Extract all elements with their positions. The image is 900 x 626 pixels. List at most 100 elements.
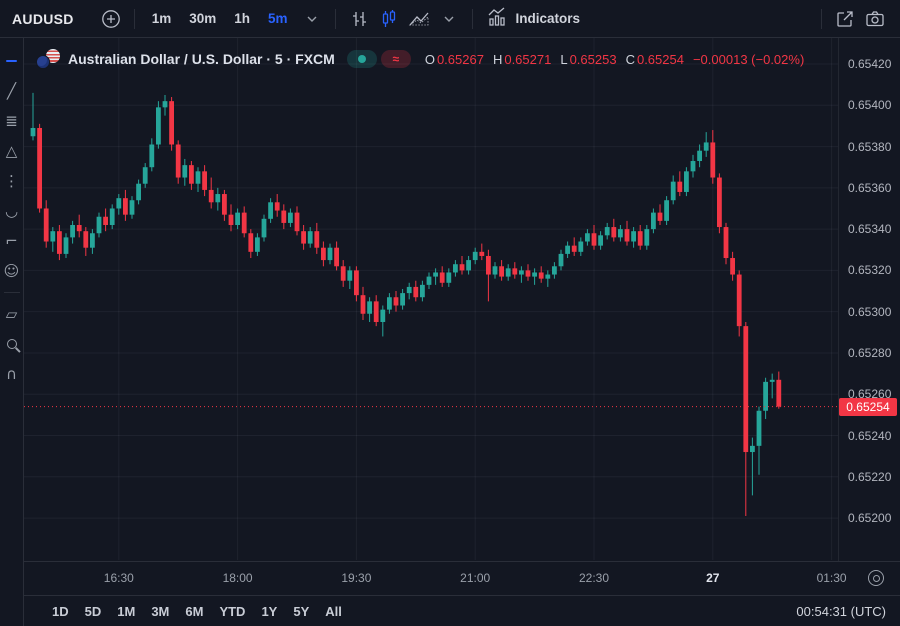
price-tick-label: 0.65320 (848, 263, 892, 278)
high-label: H (492, 51, 503, 67)
audusd-flags-icon (36, 49, 60, 69)
chart-title[interactable]: Australian Dollar / U.S. Dollar · 5 · FX… (68, 51, 335, 67)
range-toolbar: 1D 5D 1M 3M 6M YTD 1Y 5Y All 00:54:31 (UTC) (24, 595, 900, 626)
candle (387, 293, 392, 314)
candle (756, 406, 762, 475)
interval-button-30m[interactable]: 30m (180, 5, 225, 33)
candle (552, 262, 557, 279)
measure-icon[interactable]: ▱ (0, 299, 23, 329)
candle (373, 295, 379, 327)
candle (545, 270, 551, 287)
range-button-1d[interactable]: 1D (44, 599, 77, 623)
bars-style-icon[interactable] (344, 4, 374, 34)
brush-icon[interactable]: ◡ (0, 196, 23, 226)
candle (479, 243, 485, 261)
style-chevron-icon[interactable] (434, 4, 464, 34)
range-button-3m[interactable]: 3M (143, 599, 177, 623)
zoom-icon[interactable] (0, 329, 23, 359)
drawing-toolbar: ╱ ≣ △ ⋮ ◡ ⌐ ☺ ▱ ∩ (0, 38, 24, 626)
candle (175, 140, 181, 184)
candle (261, 214, 267, 242)
range-button-5y[interactable]: 5Y (285, 599, 317, 623)
time-tick-label: 21:00 (460, 571, 491, 585)
area-style-icon[interactable] (404, 4, 434, 34)
candle (512, 262, 518, 279)
candle (340, 260, 346, 287)
trend-line-icon[interactable]: ╱ (0, 76, 23, 106)
chart-canvas[interactable] (24, 38, 838, 560)
camera-icon[interactable] (860, 4, 890, 34)
price-tick-label: 0.65400 (848, 98, 892, 113)
price-tick-label: 0.65380 (848, 139, 892, 154)
candle (189, 161, 194, 190)
candle (624, 220, 630, 246)
interval-button-5m[interactable]: 5m (259, 5, 297, 33)
candle (558, 249, 564, 271)
candle (334, 241, 339, 271)
low-value: 0.65253 (569, 51, 617, 67)
candle (703, 132, 709, 157)
time-tick-label: 16:30 (103, 571, 134, 585)
toolbar-separator (471, 8, 473, 29)
delayed-data-badge[interactable]: ≈ (380, 50, 411, 68)
pattern-icon[interactable]: △ (0, 136, 23, 166)
candle (103, 208, 108, 232)
sidebar-divider (3, 292, 20, 293)
candles-style-icon[interactable] (374, 4, 404, 34)
chart-legend: Australian Dollar / U.S. Dollar · 5 · FX… (36, 48, 804, 70)
price-axis[interactable]: 0.65420 0.65400 0.65380 0.65360 0.65340 0.653… (838, 38, 900, 561)
candle (492, 262, 498, 279)
scales-settings-icon[interactable] (868, 570, 884, 586)
candle (763, 377, 768, 420)
candle (670, 175, 676, 205)
candle (439, 266, 445, 287)
candle (314, 222, 320, 254)
share-icon[interactable] (830, 4, 860, 34)
candle (578, 237, 584, 256)
forecast-icon[interactable]: ⋮ (0, 166, 23, 196)
range-button-1y[interactable]: 1Y (253, 599, 285, 623)
candle (307, 227, 313, 248)
candle (459, 255, 465, 275)
range-button-all[interactable]: All (317, 599, 350, 623)
fib-retracement-icon[interactable]: ≣ (0, 106, 23, 136)
candle (565, 241, 570, 259)
interval-button-1m[interactable]: 1m (143, 5, 181, 33)
crosshair-icon[interactable] (0, 46, 23, 76)
range-button-ytd[interactable]: YTD (211, 599, 253, 623)
candle (677, 171, 683, 197)
candle (116, 194, 122, 215)
symbol-name[interactable]: AUDUSD (12, 10, 74, 27)
candle (499, 260, 504, 281)
close-label: C (625, 51, 635, 67)
candle (43, 200, 49, 248)
time-axis[interactable]: 16:30 18:00 19:30 21:00 22:30 27 01:30 (24, 561, 900, 595)
interval-group: 1m 30m 1h 5m (143, 5, 297, 33)
symbol-add-icon[interactable] (96, 4, 126, 34)
candle (571, 237, 577, 256)
interval-button-1h[interactable]: 1h (225, 5, 259, 33)
interval-chevron-icon[interactable] (297, 4, 327, 34)
candle (208, 177, 214, 209)
candle (327, 243, 333, 265)
candle (50, 227, 56, 252)
candle (76, 214, 82, 238)
candle (70, 220, 75, 244)
indicators-icon (487, 7, 509, 30)
candle (360, 286, 366, 320)
candle (598, 231, 603, 250)
range-button-1m[interactable]: 1M (109, 599, 143, 623)
magnet-icon[interactable]: ∩ (0, 359, 23, 389)
market-open-dot[interactable] (346, 50, 377, 68)
candle (611, 218, 617, 242)
indicators-button[interactable]: Indicators (481, 5, 587, 33)
range-button-6m[interactable]: 6M (177, 599, 211, 623)
candle (525, 264, 531, 281)
candle (413, 280, 419, 302)
clock-utc[interactable]: 00:54:31 (UTC) (796, 603, 886, 619)
candle (585, 229, 590, 246)
emoji-icon[interactable]: ☺ (0, 256, 23, 286)
range-button-5d[interactable]: 5D (77, 599, 110, 623)
candle (750, 437, 755, 496)
text-icon[interactable]: ⌐ (0, 226, 23, 256)
